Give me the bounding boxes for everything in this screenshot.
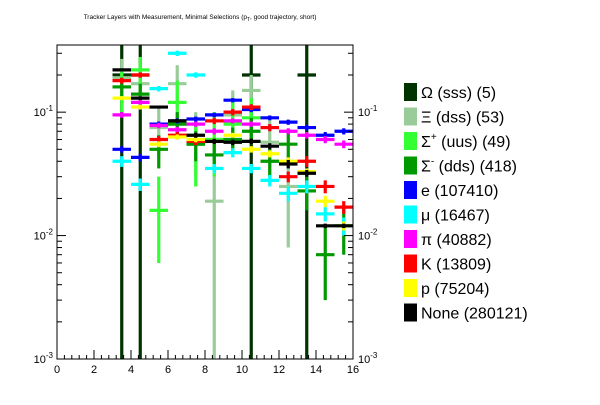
- legend-label: Σ+ (uus) (49): [421, 132, 511, 151]
- series-7: [112, 72, 353, 214]
- legend-entry: Ω (sss) (5): [404, 83, 496, 102]
- x-tick-label: 2: [91, 364, 97, 376]
- y-tick-label-right: 10-1: [358, 104, 378, 119]
- legend-swatch: [404, 132, 417, 150]
- legend-swatch: [404, 303, 417, 322]
- legend-entry: Σ- (dds) (418): [404, 156, 517, 176]
- legend-entry: K (13809): [404, 254, 491, 274]
- legend-entry: π (40882): [404, 230, 492, 249]
- legend-swatch: [404, 254, 417, 273]
- x-tick-label: 6: [165, 364, 171, 376]
- y-tick-label-left: 10-3: [34, 351, 54, 366]
- chart-legend: Ω (sss) (5) Ξ (dss) (53) Σ+ (uus) (49) Σ- (…: [404, 83, 528, 323]
- x-tick-label: 16: [347, 364, 359, 376]
- legend-swatch: [404, 83, 417, 101]
- legend-entry: None (280121): [404, 303, 528, 323]
- x-tick-label: 8: [202, 364, 208, 376]
- y-tick-label-right: 10-2: [358, 228, 378, 243]
- legend-label: Ξ (dss) (53): [421, 110, 504, 127]
- legend-swatch: [404, 205, 417, 224]
- y-tick-label-right: 10-3: [358, 351, 378, 366]
- legend-entry: Σ+ (uus) (49): [404, 132, 511, 151]
- legend-swatch: [404, 156, 417, 175]
- legend-label: π (40882): [421, 232, 492, 249]
- legend-label: Ω (sss) (5): [421, 85, 496, 102]
- legend-entry: Ξ (dss) (53): [404, 107, 504, 127]
- legend-label: None (280121): [421, 306, 528, 323]
- legend-label: e (107410): [421, 183, 498, 200]
- legend-label: Σ- (dds) (418): [421, 157, 517, 176]
- chart-title: Tracker Layers with Measurement, Minimal…: [84, 14, 317, 23]
- y-tick-label-left: 10-2: [34, 228, 54, 243]
- legend-entry: μ (16467): [404, 205, 490, 225]
- legend-swatch: [404, 181, 417, 199]
- legend-swatch: [404, 107, 417, 126]
- legend-label: p (75204): [421, 281, 490, 298]
- x-tick-label: 10: [236, 364, 248, 376]
- x-tick-label: 0: [54, 364, 60, 376]
- legend-entry: e (107410): [404, 181, 498, 200]
- y-tick-label-left: 10-1: [34, 104, 54, 119]
- x-tick-label: 14: [310, 364, 322, 376]
- x-tick-label: 12: [273, 364, 285, 376]
- legend-label: μ (16467): [421, 208, 490, 225]
- legend-swatch: [404, 230, 417, 248]
- legend-swatch: [404, 279, 417, 297]
- legend-label: K (13809): [421, 257, 491, 274]
- legend-entry: p (75204): [404, 279, 490, 298]
- series-9: [112, 68, 353, 229]
- x-tick-label: 4: [128, 364, 134, 376]
- series-5: [112, 50, 353, 236]
